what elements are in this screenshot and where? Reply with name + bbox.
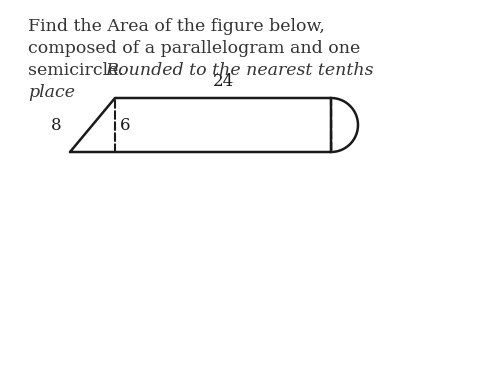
Text: Rounded to the nearest tenths: Rounded to the nearest tenths [105,62,374,79]
Text: composed of a parallelogram and one: composed of a parallelogram and one [28,40,360,57]
Text: 6: 6 [120,116,130,133]
Text: place: place [28,84,75,101]
Text: 8: 8 [52,116,62,133]
Text: semicircle.: semicircle. [28,62,130,79]
Text: Find the Area of the figure below,: Find the Area of the figure below, [28,18,325,35]
Text: 24: 24 [212,73,234,90]
